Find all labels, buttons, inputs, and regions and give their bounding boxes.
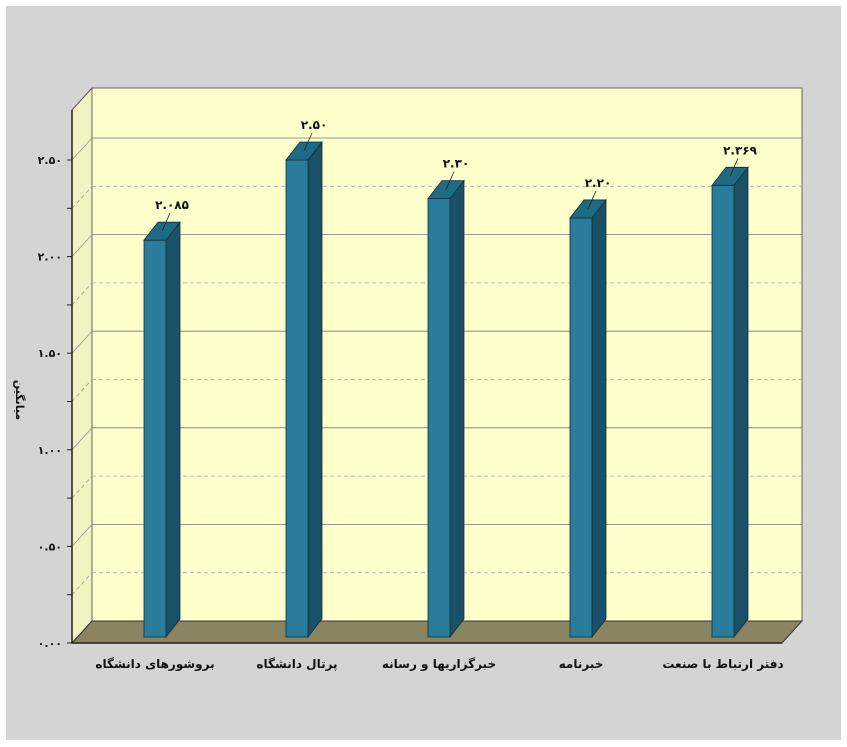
data-label-leader (587, 190, 597, 210)
gridline-side (71, 427, 93, 451)
data-label: ۲.۳۰ (443, 157, 470, 171)
y-axis-label: میانگین (13, 380, 26, 420)
y-tick-label: ۲.۰۰ (38, 251, 62, 264)
bar-front (569, 217, 593, 638)
y-tick-label: ۱.۵۰ (38, 347, 62, 360)
data-label-leader (445, 171, 455, 190)
gridline-side (71, 234, 93, 257)
y-tick-label: ۲.۵۰ (38, 154, 62, 167)
gridline-side (71, 475, 93, 499)
gridline-side (71, 330, 93, 354)
bar-front (285, 159, 309, 638)
bar-side (449, 179, 465, 639)
y-tick-label: ۰.۰۰ (38, 637, 62, 650)
side-wall (71, 86, 93, 645)
gridline-side (71, 137, 93, 161)
y-tick-label: ۱.۰۰ (38, 444, 62, 457)
data-label: ۲.۵۰ (301, 118, 328, 132)
x-tick-label: خبرگزاریها و رسانه (382, 657, 496, 672)
x-tick-label: پرتال دانشگاه (256, 657, 337, 671)
gridline-side (71, 282, 93, 306)
bar (143, 221, 181, 639)
bar-side (307, 140, 323, 639)
data-label: ۲.۳۶۹ (723, 143, 758, 157)
bar (569, 198, 607, 639)
bars (143, 140, 749, 639)
data-label-leader (303, 132, 313, 152)
x-tick-label: خبرنامه (559, 657, 604, 671)
data-label: ۲.۲۰ (585, 176, 612, 190)
bar-front (427, 198, 451, 638)
bar-front (143, 239, 167, 638)
labels: ۲.۰۸۵ بروشورهای دانشگاه ۲.۵۰ پرتال دانشگاه ۲… (95, 118, 783, 672)
data-label-leader (161, 213, 171, 232)
x-tick-label: دفتر ارتباط با صنعت (662, 657, 783, 671)
data-label: ۲.۰۸۵ (155, 198, 189, 212)
data-label-leader (729, 158, 739, 177)
gridline-side (71, 524, 93, 547)
bar-side (165, 221, 181, 639)
bar (427, 179, 465, 639)
bar-front (711, 184, 735, 638)
bar (285, 140, 323, 639)
gridline-side (71, 379, 93, 402)
y-axis: ۰.۰۰ ۰.۵۰ ۱.۰۰ ۱.۵۰ ۲.۰۰ ۲.۵۰ (38, 110, 782, 650)
gridline-side (71, 572, 93, 595)
gridline-side (71, 186, 93, 209)
y-tick-label: ۰.۵۰ (38, 540, 62, 553)
bar-side (591, 198, 607, 639)
bar (711, 166, 749, 639)
x-tick-label: بروشورهای دانشگاه (95, 657, 214, 672)
bar-side (733, 166, 749, 639)
